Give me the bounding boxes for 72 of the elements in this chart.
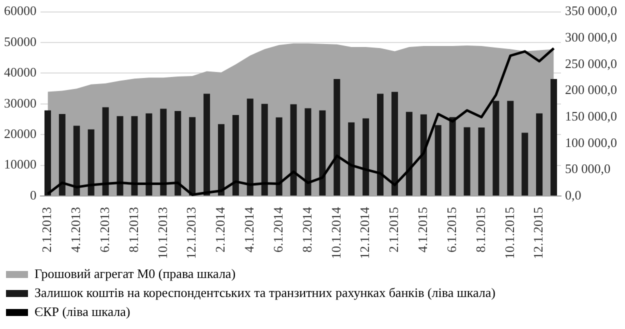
bar (478, 128, 485, 196)
y2-tick-label: 50 000,0 (565, 161, 610, 176)
x-tick-label: 2.1.2014 (212, 206, 228, 252)
bar (377, 94, 384, 196)
bar (88, 129, 94, 196)
x-tick-label: 8.1.2014 (299, 206, 314, 252)
x-tick-label: 12.1.2015 (530, 207, 546, 259)
bar (536, 113, 543, 196)
x-tick-label: 2.1.2015 (386, 207, 402, 252)
bar (276, 117, 282, 196)
legend-label: Залишок коштів на кореспондентських та транзитних рахунках банків (ліва шкала) (34, 284, 496, 300)
y-tick-label: 60000 (4, 3, 36, 18)
x-tick-label: 10.1.2013 (154, 207, 170, 259)
y2-tick-label: 150 000,0 (565, 108, 617, 124)
x-tick-label: 4.1.2013 (68, 207, 84, 252)
x-tick-label: 2.1.2013 (39, 207, 54, 252)
y2-tick-label: 300 000,0 (565, 30, 617, 45)
x-tick-label: 10.1.2015 (502, 207, 517, 259)
y-tick-label: 20000 (4, 126, 36, 142)
bar (406, 112, 412, 196)
x-tick-label: 6.1.2014 (270, 206, 286, 252)
y2-tick-label: 200 000,0 (565, 82, 617, 98)
y-tick-label: 40000 (4, 64, 36, 80)
bar (232, 114, 239, 196)
y2-tick-label: 0,0 (565, 187, 582, 202)
bar (464, 127, 470, 196)
legend-label: Грошовий агрегат M0 (права шкала) (34, 266, 236, 281)
bar (131, 116, 138, 196)
x-tick-label: 10.1.2014 (328, 206, 344, 259)
bar (246, 98, 254, 196)
x-tick-label: 12.1.2013 (184, 207, 199, 259)
bar (116, 116, 124, 196)
bar (319, 110, 326, 196)
y-tick-label: 10000 (4, 156, 36, 172)
y-tick-label: 30000 (4, 95, 36, 110)
bar (550, 79, 558, 196)
bar (261, 104, 268, 196)
bar (189, 117, 196, 196)
bar (434, 125, 442, 196)
bar (391, 92, 398, 196)
bar (362, 118, 370, 196)
bar (218, 124, 224, 196)
bar (146, 113, 152, 196)
bar (507, 100, 514, 196)
x-tick-label: 12.1.2014 (357, 206, 372, 259)
x-tick-label: 4.1.2015 (415, 207, 430, 252)
y-tick-label: 50000 (4, 34, 36, 49)
bar (348, 122, 355, 196)
x-tick-label: 6.1.2015 (444, 207, 459, 252)
bar (58, 114, 66, 196)
bar (334, 79, 340, 196)
bar (44, 110, 51, 196)
bar (204, 94, 210, 196)
bar (174, 110, 182, 196)
x-tick-label: 4.1.2014 (242, 206, 257, 252)
y-tick-label: 0 (30, 187, 36, 202)
bar (522, 132, 528, 196)
x-tick-label: 8.1.2013 (126, 207, 141, 252)
legend-label: ЄКР (ліва шкала) (34, 304, 130, 319)
x-tick-label: 6.1.2013 (96, 207, 112, 252)
x-tick-label: 8.1.2015 (472, 207, 488, 252)
bar (492, 100, 500, 196)
bar (449, 117, 456, 196)
bar (160, 108, 167, 196)
bar (73, 126, 80, 196)
bar (420, 114, 427, 196)
bar (102, 107, 109, 196)
y2-tick-label: 250 000,0 (565, 56, 617, 71)
bar (304, 108, 312, 196)
bar (290, 104, 297, 196)
y2-tick-label: 100 000,0 (565, 134, 617, 150)
y2-tick-label: 350 000,0 (565, 3, 617, 18)
